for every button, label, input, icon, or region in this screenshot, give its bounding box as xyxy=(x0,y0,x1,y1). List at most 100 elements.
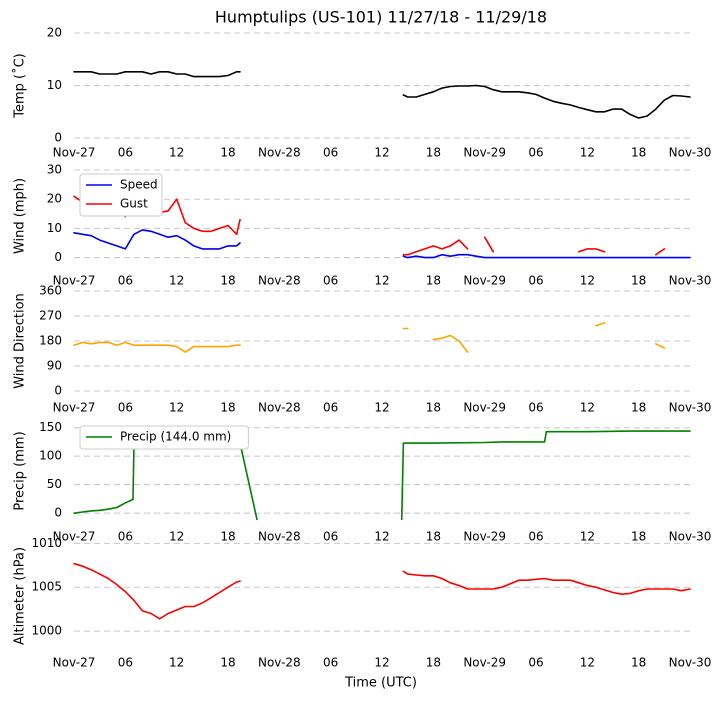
data-line xyxy=(73,322,666,353)
x-tick-label: Nov-27 xyxy=(53,401,96,415)
y-tick-label: 30 xyxy=(47,163,62,177)
x-tick-label: 06 xyxy=(118,530,133,544)
y-tick-label: 1000 xyxy=(31,624,62,638)
x-tick-label: Nov-28 xyxy=(258,530,301,544)
y-tick-label: 270 xyxy=(39,309,62,323)
data-line xyxy=(73,229,691,259)
x-tick-label: 18 xyxy=(426,530,441,544)
x-tick-label: 06 xyxy=(528,530,543,544)
x-tick-label: 12 xyxy=(580,656,595,670)
x-tick-label: 18 xyxy=(631,401,646,415)
x-tick-label: Nov-29 xyxy=(463,146,506,160)
x-tick-label: 12 xyxy=(374,656,389,670)
x-tick-label: Nov-28 xyxy=(258,146,301,160)
x-tick-label: 06 xyxy=(528,146,543,160)
y-tick-label: 90 xyxy=(47,359,62,373)
x-tick-label: 06 xyxy=(323,530,338,544)
y-tick-label: 0 xyxy=(54,250,62,264)
y-tick-label: 100 xyxy=(39,449,62,463)
figure-title: Humptulips (US-101) 11/27/18 - 11/29/18 xyxy=(215,8,547,27)
x-tick-label: 06 xyxy=(323,656,338,670)
y-tick-label: 0 xyxy=(54,384,62,398)
data-line xyxy=(73,71,691,119)
x-tick-label: 06 xyxy=(528,656,543,670)
x-tick-label: Nov-30 xyxy=(669,656,712,670)
x-tick-label: 18 xyxy=(426,274,441,288)
x-tick-label: Nov-27 xyxy=(53,656,96,670)
x-tick-label: 12 xyxy=(580,530,595,544)
y-tick-label: 1010 xyxy=(31,536,62,550)
y-tick-label: 50 xyxy=(47,477,62,491)
x-tick-label: Nov-27 xyxy=(53,530,96,544)
x-tick-label: 06 xyxy=(528,401,543,415)
x-tick-label: 06 xyxy=(118,274,133,288)
x-tick-label: 12 xyxy=(580,146,595,160)
x-tick-label: 06 xyxy=(323,274,338,288)
x-axis-label: Time (UTC) xyxy=(344,676,417,691)
x-tick-label: 12 xyxy=(374,530,389,544)
x-tick-label: Nov-27 xyxy=(53,274,96,288)
y-axis-label: Precip (mm) xyxy=(13,431,28,510)
x-tick-label: 12 xyxy=(580,274,595,288)
x-tick-label: 18 xyxy=(631,146,646,160)
x-tick-label: 06 xyxy=(323,401,338,415)
x-tick-label: 12 xyxy=(169,530,184,544)
y-tick-label: 360 xyxy=(39,284,62,298)
y-axis-label: Altimeter (hPa) xyxy=(13,547,28,645)
x-tick-label: 06 xyxy=(528,274,543,288)
y-tick-label: 10 xyxy=(47,221,62,235)
x-tick-label: Nov-30 xyxy=(669,146,712,160)
y-tick-label: 180 xyxy=(39,334,62,348)
y-axis-label: Wind Direction xyxy=(13,293,28,389)
x-tick-label: Nov-27 xyxy=(53,146,96,160)
x-tick-label: 12 xyxy=(580,401,595,415)
x-tick-label: 12 xyxy=(374,274,389,288)
y-tick-label: 1005 xyxy=(31,580,62,594)
x-tick-label: 06 xyxy=(118,401,133,415)
x-tick-label: 12 xyxy=(169,274,184,288)
x-tick-label: Nov-29 xyxy=(463,656,506,670)
x-tick-label: Nov-30 xyxy=(669,401,712,415)
x-tick-label: Nov-28 xyxy=(258,401,301,415)
legend-label: Precip (144.0 mm) xyxy=(120,430,231,444)
x-tick-label: Nov-29 xyxy=(463,274,506,288)
legend-label: Gust xyxy=(120,197,148,211)
data-line xyxy=(73,562,691,620)
x-tick-label: 18 xyxy=(631,530,646,544)
x-tick-label: 12 xyxy=(169,146,184,160)
legend-label: Speed xyxy=(120,178,158,192)
y-axis-label: Wind (mph) xyxy=(13,178,28,254)
y-tick-label: 0 xyxy=(54,131,62,145)
y-tick-label: 20 xyxy=(47,26,62,40)
x-tick-label: 18 xyxy=(426,146,441,160)
x-tick-label: Nov-29 xyxy=(463,530,506,544)
x-tick-label: 06 xyxy=(323,146,338,160)
x-tick-label: Nov-30 xyxy=(669,530,712,544)
x-tick-label: 12 xyxy=(374,401,389,415)
x-tick-label: 18 xyxy=(220,401,235,415)
x-tick-label: 06 xyxy=(118,146,133,160)
x-tick-label: 18 xyxy=(220,530,235,544)
y-axis-label: Temp (˚C) xyxy=(12,53,28,119)
y-tick-label: 150 xyxy=(39,420,62,434)
x-tick-label: Nov-28 xyxy=(258,274,301,288)
y-tick-label: 0 xyxy=(54,506,62,520)
x-tick-label: 18 xyxy=(426,401,441,415)
x-tick-label: 12 xyxy=(374,146,389,160)
x-tick-label: Nov-30 xyxy=(669,274,712,288)
x-tick-label: 06 xyxy=(118,656,133,670)
x-tick-label: 18 xyxy=(220,274,235,288)
x-tick-label: 18 xyxy=(631,274,646,288)
x-tick-label: 18 xyxy=(426,656,441,670)
x-tick-label: Nov-29 xyxy=(463,401,506,415)
x-tick-label: 12 xyxy=(169,401,184,415)
legend-box xyxy=(79,425,249,450)
y-tick-label: 10 xyxy=(47,78,62,92)
y-tick-label: 20 xyxy=(47,192,62,206)
x-tick-label: Nov-28 xyxy=(258,656,301,670)
x-tick-label: 12 xyxy=(169,656,184,670)
x-tick-label: 18 xyxy=(631,656,646,670)
x-tick-label: 18 xyxy=(220,656,235,670)
